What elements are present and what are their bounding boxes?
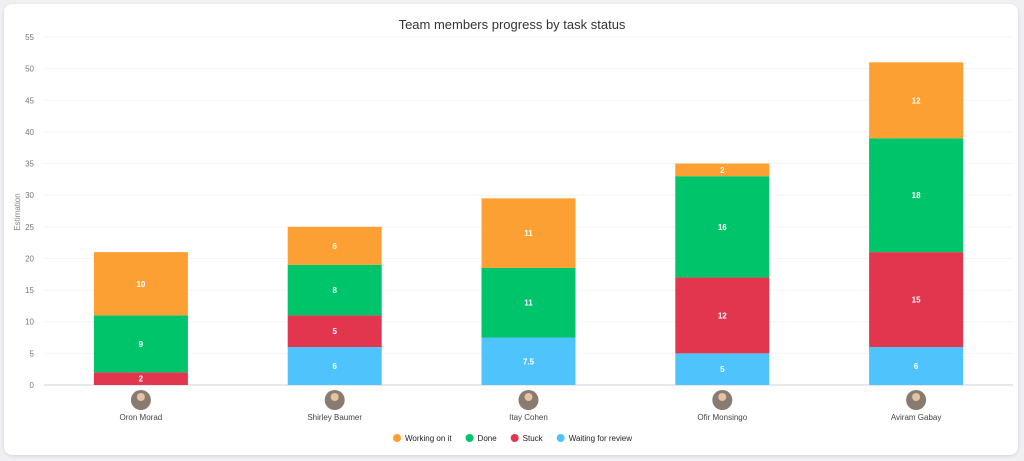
y-tick-label: 20 (25, 254, 34, 263)
y-tick-label: 35 (25, 160, 34, 169)
data-label: 10 (136, 280, 145, 289)
legend-label: Working on it (405, 434, 452, 443)
legend-item[interactable]: Waiting for review (556, 434, 633, 443)
legend-label: Done (478, 434, 498, 443)
y-tick-label: 55 (25, 33, 34, 42)
data-label: 6 (332, 362, 337, 371)
bar-segment[interactable] (675, 163, 770, 177)
bar-segment[interactable] (869, 347, 964, 385)
y-axis-label: Estimation (13, 193, 22, 230)
bar-segment[interactable] (287, 347, 382, 385)
legend-swatch (465, 434, 474, 442)
data-label: 11 (524, 229, 533, 238)
y-tick-label: 45 (25, 96, 34, 105)
avatar (906, 390, 927, 410)
data-label: 2 (139, 375, 144, 384)
avatar (518, 390, 539, 410)
y-tick-label: 40 (25, 128, 34, 137)
bar-segment[interactable] (93, 315, 188, 373)
legend-item[interactable]: Working on it (393, 434, 452, 443)
y-tick-label: 5 (30, 349, 35, 358)
data-label: 15 (912, 296, 921, 305)
x-tick-label: Ofir Monsingo (697, 413, 747, 422)
data-label: 2 (720, 166, 725, 175)
y-tick-label: 25 (25, 223, 34, 232)
bar-segment[interactable] (287, 264, 382, 316)
legend-swatch (556, 434, 565, 442)
bar-segment[interactable] (93, 372, 188, 385)
data-label: 16 (718, 223, 727, 232)
bar-segment[interactable] (93, 252, 188, 316)
y-tick-label: 0 (30, 381, 35, 390)
bar-segment[interactable] (481, 198, 576, 268)
avatar (324, 390, 345, 410)
x-tick-label: Aviram Gabay (891, 413, 942, 422)
data-label: 12 (912, 96, 921, 105)
avatar (712, 390, 733, 410)
legend-label: Waiting for review (569, 434, 633, 443)
bar-segment[interactable] (287, 315, 382, 348)
data-label: 12 (718, 311, 727, 320)
data-label: 5 (720, 365, 725, 374)
legend-swatch (393, 434, 401, 442)
data-label: 18 (912, 191, 921, 200)
legend-label: Stuck (523, 434, 544, 443)
bar-segment[interactable] (869, 252, 964, 348)
bar-segment[interactable] (675, 277, 770, 354)
bar-segment[interactable] (869, 138, 964, 253)
y-tick-label: 50 (25, 65, 34, 74)
y-tick-label: 30 (25, 191, 34, 200)
data-label: 8 (332, 286, 337, 295)
legend-item[interactable]: Done (465, 434, 498, 443)
x-tick-label: Itay Cohen (509, 413, 548, 422)
bar-segment[interactable] (287, 226, 382, 265)
data-label: 6 (914, 362, 919, 371)
x-tick-label: Oron Morad (120, 413, 163, 422)
bar-segment[interactable] (869, 62, 964, 139)
bar-segment[interactable] (675, 176, 770, 278)
legend-item[interactable]: Stuck (510, 434, 544, 443)
legend-swatch (510, 434, 519, 442)
bar-segment[interactable] (675, 353, 770, 385)
chart-title: Team members progress by task status (399, 17, 626, 32)
y-tick-label: 15 (25, 286, 34, 295)
y-tick-label: 10 (25, 318, 34, 327)
bar-segment[interactable] (481, 267, 576, 338)
data-label: 11 (524, 299, 533, 308)
data-label: 9 (139, 340, 144, 349)
data-label: 7.5 (523, 357, 535, 366)
x-tick-label: Shirley Baumer (307, 413, 362, 422)
bar-segment[interactable] (481, 337, 576, 385)
data-label: 6 (332, 242, 337, 251)
data-label: 5 (332, 327, 337, 336)
avatar (130, 390, 151, 410)
